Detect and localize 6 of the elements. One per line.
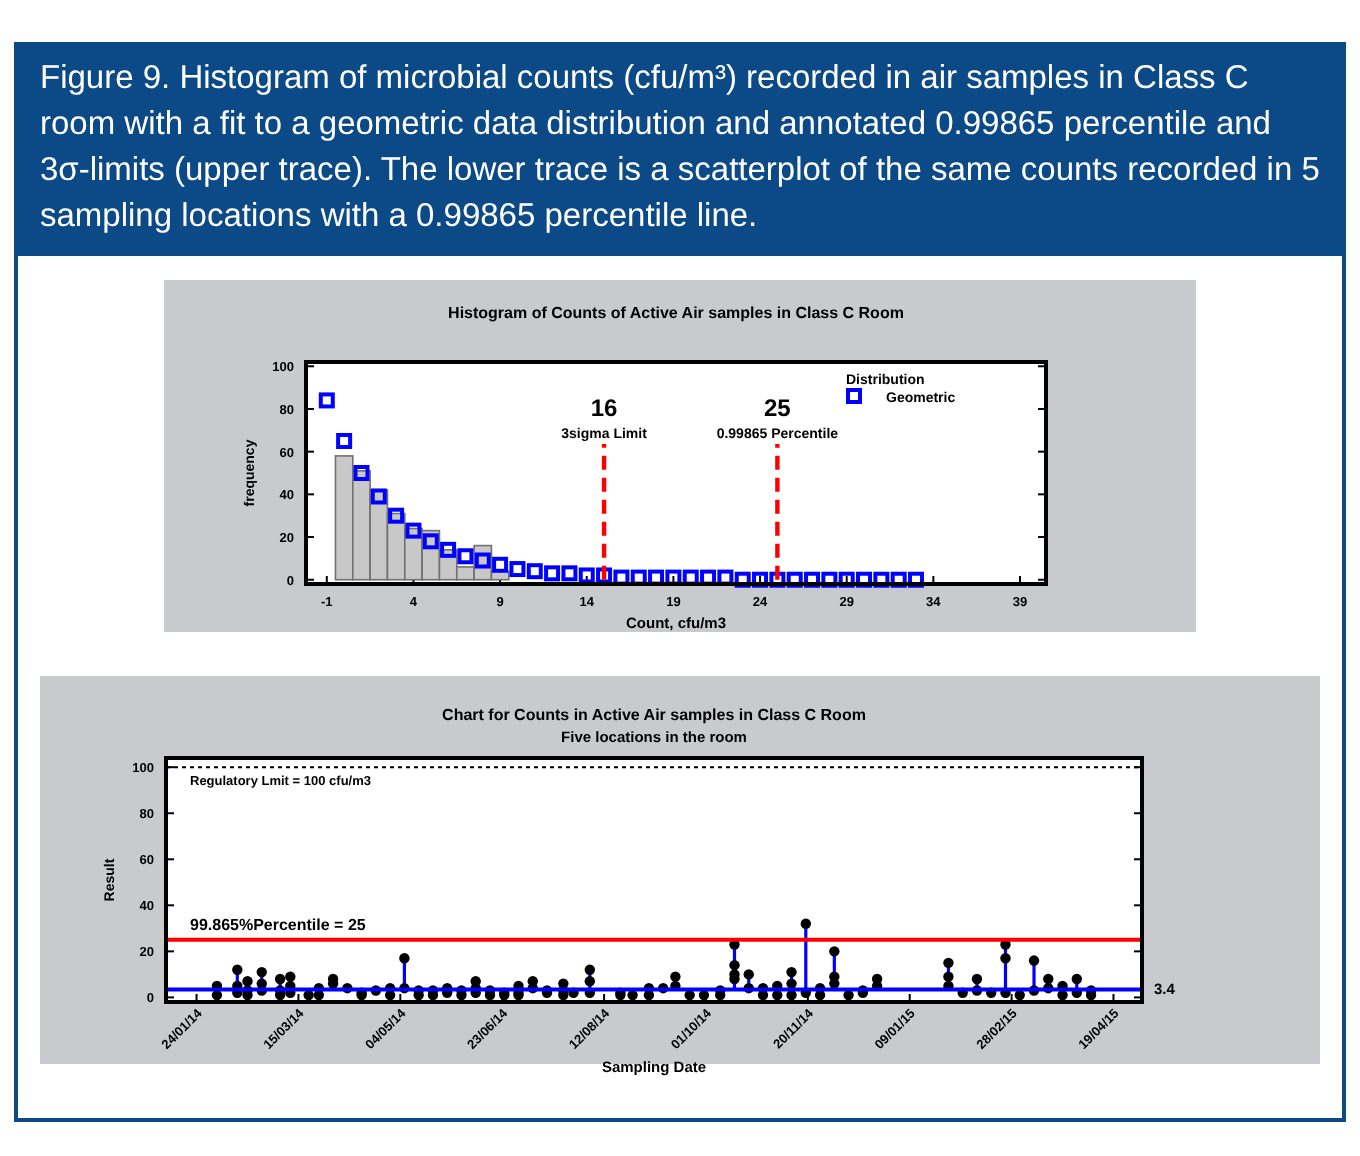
chart-title: Histogram of Counts of Active Air samples in Class C Room [448, 304, 904, 322]
annotation: 25 [764, 394, 792, 422]
ref-line-label: 99.865%Percentile = 25 [190, 915, 367, 934]
caption: Figure 9. Histogram of microbial counts (cfu/m³) recorded in air samples in Class C room with a fit to a geometric data distribution and annotated 0.99865 percentile and 3σ-limits (upper trace). The lower trace is a scatterplot of the same counts recorded in 5 sampling locations with a 0.99865 percentile line. [40, 58, 1320, 238]
chart-title: Chart for Counts in Active Air samples in Class C Room [442, 706, 866, 724]
annotation: 16 [590, 394, 619, 422]
